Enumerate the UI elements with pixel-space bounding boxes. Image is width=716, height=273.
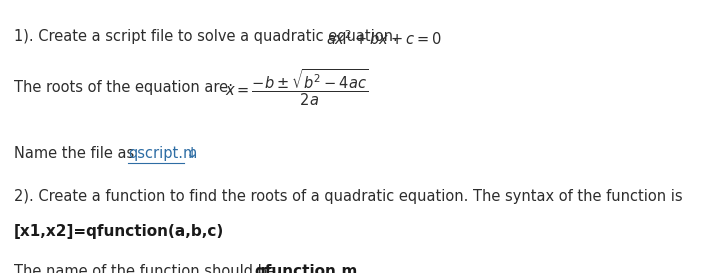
Text: 1). Create a script file to solve a quadratic equation.: 1). Create a script file to solve a quad… bbox=[14, 29, 402, 44]
Text: The name of the function should be: The name of the function should be bbox=[14, 264, 281, 273]
Text: qscript.m: qscript.m bbox=[128, 146, 197, 161]
Text: 2). Create a function to find the roots of a quadratic equation. The syntax of t: 2). Create a function to find the roots … bbox=[14, 189, 683, 204]
Text: $x = \dfrac{-b\pm\sqrt{b^2-4ac}}{2a}$: $x = \dfrac{-b\pm\sqrt{b^2-4ac}}{2a}$ bbox=[225, 67, 369, 108]
Text: [x1,x2]=qfunction(a,b,c): [x1,x2]=qfunction(a,b,c) bbox=[14, 224, 224, 239]
Text: The roots of the equation are:: The roots of the equation are: bbox=[14, 80, 238, 95]
Text: $ax^2 + bx + c = 0$: $ax^2 + bx + c = 0$ bbox=[326, 29, 442, 48]
Text: Name the file as: Name the file as bbox=[14, 146, 139, 161]
Text: ↓: ↓ bbox=[186, 146, 198, 161]
Text: qfunction.m: qfunction.m bbox=[254, 264, 357, 273]
